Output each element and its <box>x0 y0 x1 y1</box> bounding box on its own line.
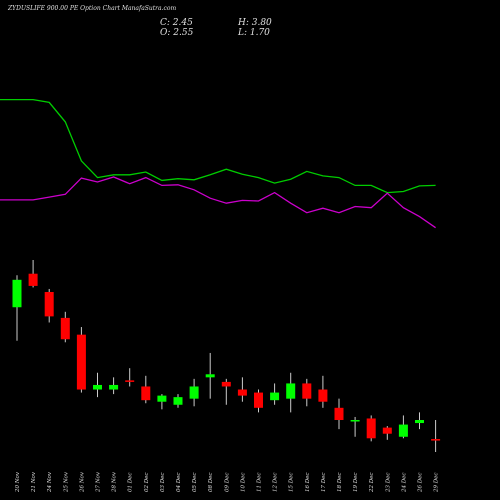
x-tick-label: 20 Nov <box>15 471 21 493</box>
x-tick-label: 28 Nov <box>112 471 118 493</box>
x-tick-label: 24 Dec <box>401 473 407 494</box>
candle-body <box>318 389 328 402</box>
candle-15-dec <box>286 372 296 413</box>
candle-26-dec <box>415 412 424 430</box>
x-tick-label: 26 Nov <box>79 471 85 493</box>
candle-08-dec <box>205 352 215 399</box>
candle-body <box>76 334 86 390</box>
candle-19-dec <box>350 416 360 437</box>
candle-11-dec <box>254 389 263 413</box>
x-tick-label: 10 Dec <box>240 473 246 493</box>
candle-body <box>12 279 22 308</box>
candle-body <box>93 384 102 390</box>
x-tick-label: 29 Dec <box>434 473 440 494</box>
candle-17-dec <box>318 375 328 408</box>
candle-body <box>173 397 183 405</box>
x-tick-label: 11 Dec <box>257 473 263 493</box>
candle-21-nov <box>28 260 38 288</box>
x-tick-label: 02 Dec <box>144 473 150 493</box>
candle-body <box>270 392 280 401</box>
x-tick-label: 22 Dec <box>369 473 375 494</box>
x-tick-label: 03 Dec <box>160 473 166 493</box>
candle-02-dec <box>141 375 151 404</box>
x-tick-label: 24 Nov <box>47 471 53 493</box>
candle-body <box>398 424 408 437</box>
indicator-lines <box>0 98 436 229</box>
low-value: L: 1.70 <box>238 28 270 38</box>
x-tick-label: 18 Dec <box>337 473 343 493</box>
candle-body <box>189 386 199 399</box>
candle-28-nov <box>109 377 119 395</box>
candle-23-dec <box>382 426 392 440</box>
x-tick-label: 26 Dec <box>418 473 424 494</box>
candle-body <box>431 439 441 441</box>
x-tick-label: 27 Nov <box>96 471 102 493</box>
x-tick-label: 17 Dec <box>321 473 327 493</box>
candle-05-dec <box>189 378 199 407</box>
x-tick-label: 25 Nov <box>63 471 69 493</box>
close-value: C: 2.45 <box>160 18 193 28</box>
candle-01-dec <box>125 368 135 387</box>
candle-20-nov <box>12 275 22 341</box>
candle-body <box>302 383 312 399</box>
x-tick-label: 19 Dec <box>353 473 359 493</box>
candle-03-dec <box>157 394 167 410</box>
x-tick-label: 21 Nov <box>31 471 37 493</box>
candle-body <box>44 292 54 317</box>
candle-04-dec <box>173 394 183 408</box>
candle-09-dec <box>221 378 231 405</box>
candle-body <box>415 420 424 424</box>
x-tick-label: 09 Dec <box>224 473 230 493</box>
candle-body <box>157 395 167 402</box>
x-axis-labels: 20 Nov 21 Nov 24 Nov 25 Nov 26 Nov 27 Nov 28 N… <box>15 471 440 493</box>
candle-body <box>334 407 344 420</box>
candle-29-dec <box>431 420 441 452</box>
candle-27-nov <box>93 372 102 398</box>
open-value: O: 2.55 <box>160 28 194 38</box>
candle-22-dec <box>366 415 376 442</box>
candle-body <box>254 392 263 408</box>
x-tick-label: 08 Dec <box>208 473 214 493</box>
x-tick-label: 23 Dec <box>385 473 391 494</box>
x-tick-label: 16 Dec <box>305 473 311 493</box>
candle-26-nov <box>76 327 86 393</box>
x-tick-label: 05 Dec <box>192 473 198 493</box>
candle-body <box>366 418 376 439</box>
candle-body <box>382 427 392 434</box>
candle-body <box>286 383 296 399</box>
x-tick-label: 15 Dec <box>289 473 295 493</box>
magenta-line <box>0 176 436 229</box>
candle-body <box>109 384 119 390</box>
candle-body <box>221 381 231 387</box>
candle-body <box>28 273 38 286</box>
x-tick-label: 01 Dec <box>128 473 134 493</box>
candle-24-nov <box>44 288 54 323</box>
candle-body <box>237 389 247 396</box>
candles <box>12 260 441 452</box>
candle-body <box>141 386 151 401</box>
candle-body <box>60 317 70 340</box>
x-tick-label: 12 Dec <box>273 473 279 493</box>
x-tick-label: 04 Dec <box>176 473 182 493</box>
candle-10-dec <box>237 377 247 402</box>
candle-body <box>350 420 360 422</box>
candle-18-dec <box>334 398 344 430</box>
candle-12-dec <box>270 383 280 405</box>
candle-body <box>205 374 215 378</box>
high-value: H: 3.80 <box>238 18 272 28</box>
green-line <box>0 98 436 194</box>
candle-body <box>125 380 135 382</box>
candle-24-dec <box>398 415 408 439</box>
chart-title: ZYDUSLIFE 900.00 PE Option Chart ManafaS… <box>8 5 177 12</box>
candle-16-dec <box>302 378 312 407</box>
candle-25-nov <box>60 311 70 343</box>
